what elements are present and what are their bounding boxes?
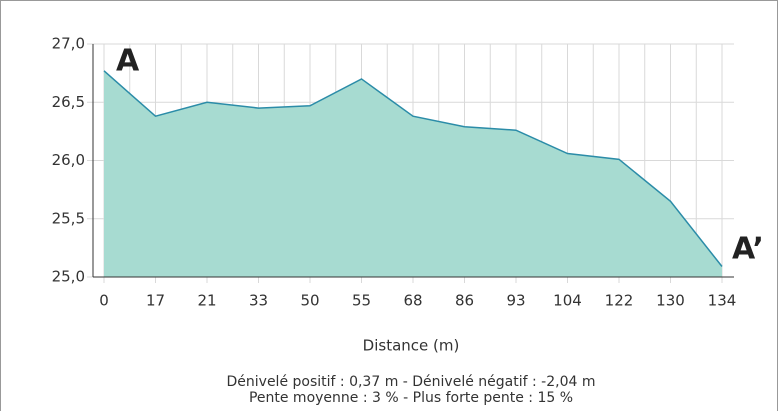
line xyxy=(103,70,723,267)
y-tick-label: 25,5 xyxy=(52,209,85,227)
x-tick-label: 68 xyxy=(403,292,422,310)
x-tick-label: 104 xyxy=(553,292,582,310)
y-tick-label: 26,5 xyxy=(52,93,85,111)
footer-line: Dénivelé positif : 0,37 m - Dénivelé nég… xyxy=(227,374,596,390)
footer-line: Pente moyenne : 3 % - Plus forte pente :… xyxy=(249,390,573,406)
annotation: A xyxy=(116,44,140,79)
y-tick-label: 25,0 xyxy=(52,268,85,286)
y-tick-label: 26,0 xyxy=(52,151,85,169)
x-tick-label: 21 xyxy=(197,292,216,310)
x-tick-label: 33 xyxy=(249,292,268,310)
x-tick-label: 130 xyxy=(656,292,685,310)
x-tick-label: 0 xyxy=(99,292,109,310)
x-tick-label: 17 xyxy=(146,292,165,310)
area xyxy=(104,70,722,277)
x-tick-label: 50 xyxy=(300,292,319,310)
annotation: A’ xyxy=(732,232,764,267)
x-axis-label: Distance (m) xyxy=(363,337,460,355)
x-tick-label: 55 xyxy=(352,292,371,310)
y-tick-label: 27,0 xyxy=(52,35,85,53)
x-tick-label: 134 xyxy=(708,292,737,310)
x-tick-label: 93 xyxy=(506,292,525,310)
x-tick-label: 122 xyxy=(605,292,634,310)
x-tick-label: 86 xyxy=(455,292,474,310)
